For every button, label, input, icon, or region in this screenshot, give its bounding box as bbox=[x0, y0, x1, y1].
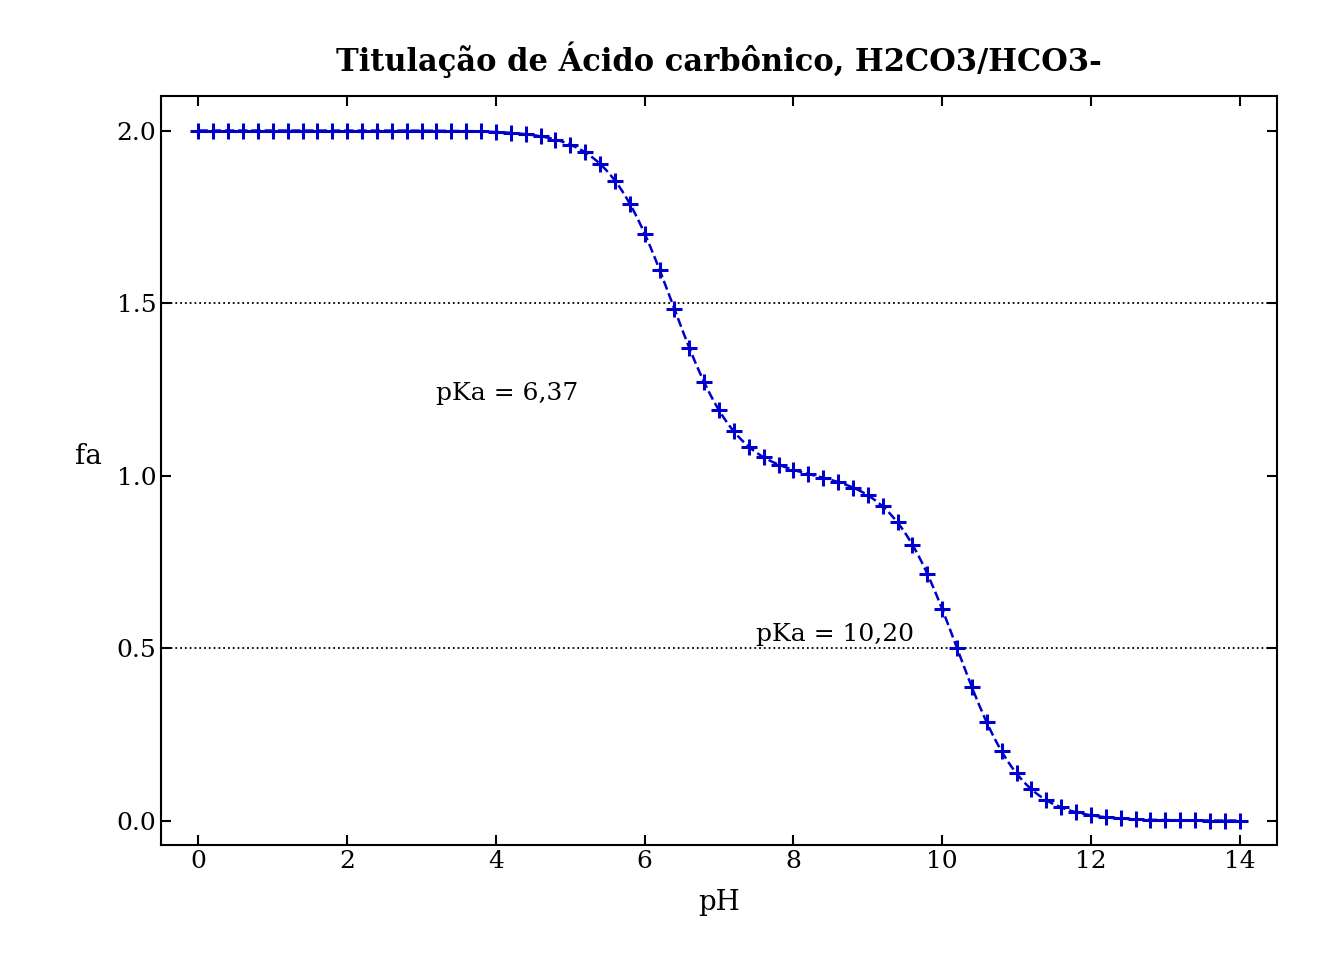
Text: pKa = 6,37: pKa = 6,37 bbox=[437, 382, 579, 405]
Y-axis label: fa: fa bbox=[75, 444, 102, 470]
Title: Titulação de Ácido carbônico, H2CO3/HCO3-: Titulação de Ácido carbônico, H2CO3/HCO3… bbox=[336, 41, 1102, 78]
X-axis label: pH: pH bbox=[698, 889, 741, 917]
Text: pKa = 10,20: pKa = 10,20 bbox=[757, 623, 914, 646]
